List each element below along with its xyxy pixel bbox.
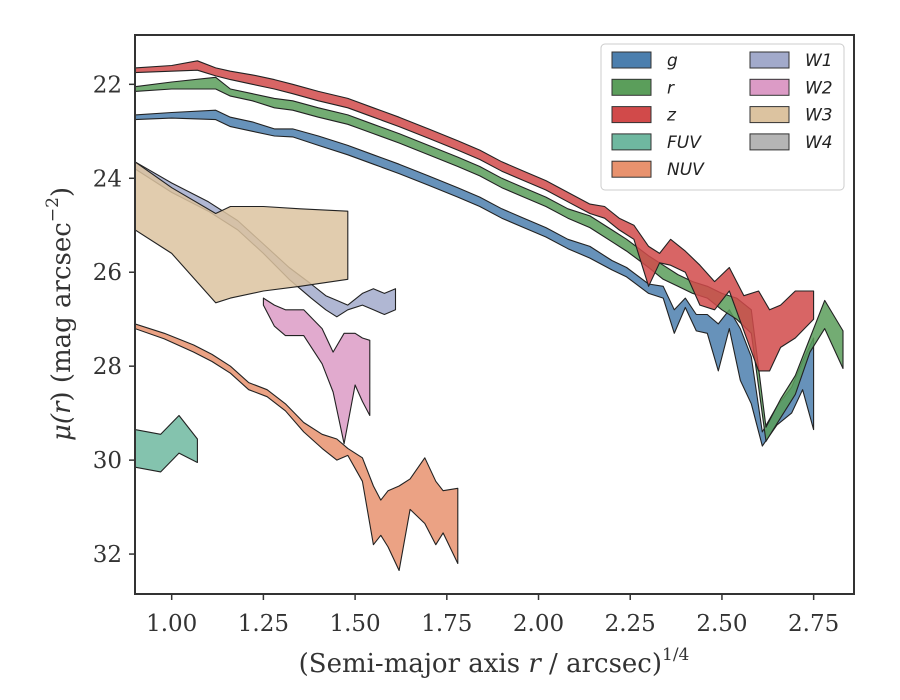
legend-swatch-w2 <box>749 78 790 96</box>
legend-swatch-r <box>611 78 652 96</box>
band-w2 <box>262 297 371 445</box>
legend-swatch-nuv <box>611 160 652 178</box>
x-tick-label: 1.75 <box>421 611 472 637</box>
x-tick-label: 1.00 <box>146 611 197 637</box>
legend: grz FUV NUV W1 W2 W3 W4 <box>600 43 845 191</box>
legend-swatch-fuv <box>611 133 652 151</box>
band-nuv <box>135 323 459 572</box>
x-tick-label: 2.00 <box>513 611 564 637</box>
legend-label-g: g <box>667 51 678 71</box>
x-tick-label: 1.25 <box>238 611 289 637</box>
band-r <box>135 76 844 442</box>
legend-swatch-w3 <box>749 106 790 124</box>
legend-label-w4: W4 <box>805 133 833 153</box>
x-tick-label: 2.50 <box>696 611 747 637</box>
y-tick-label: 32 <box>93 542 122 568</box>
x-axis: 1.00 1.25 1.50 1.75 2.00 2.25 2.50 2.75 <box>146 594 839 637</box>
y-tick-label: 24 <box>93 166 122 192</box>
x-axis-title: (Semi-major axis r / arcsec)1/4 <box>299 645 690 679</box>
band-fuv <box>135 414 198 473</box>
y-tick-label: 28 <box>93 354 122 380</box>
y-axis: 22 24 26 28 30 32 <box>93 72 135 568</box>
x-tick-label: 1.50 <box>329 611 380 637</box>
legend-label-fuv: FUV <box>667 133 702 153</box>
legend-label-r: r <box>667 78 675 98</box>
band-w3 <box>135 161 349 304</box>
bands-layer <box>135 60 844 572</box>
legend-label-z: z <box>666 106 677 126</box>
band-z <box>135 60 815 372</box>
legend-swatch-z <box>611 106 652 124</box>
legend-swatch-w1 <box>749 51 790 69</box>
legend-label-w2: W2 <box>805 78 833 98</box>
legend-label-w3: W3 <box>805 106 833 126</box>
y-axis-title: μ(r) (mag arcsec−2) <box>43 187 77 441</box>
y-tick-label: 26 <box>93 260 122 286</box>
band-g <box>135 109 815 447</box>
y-tick-label: 22 <box>93 72 122 98</box>
x-tick-label: 2.75 <box>788 611 839 637</box>
plot-frame <box>134 34 855 595</box>
legend-label-w1: W1 <box>805 51 833 71</box>
y-tick-label: 30 <box>93 448 122 474</box>
legend-swatch-g <box>611 51 652 69</box>
legend-swatch-w4 <box>749 133 790 151</box>
x-tick-label: 2.25 <box>605 611 656 637</box>
legend-label-nuv: NUV <box>667 160 705 180</box>
